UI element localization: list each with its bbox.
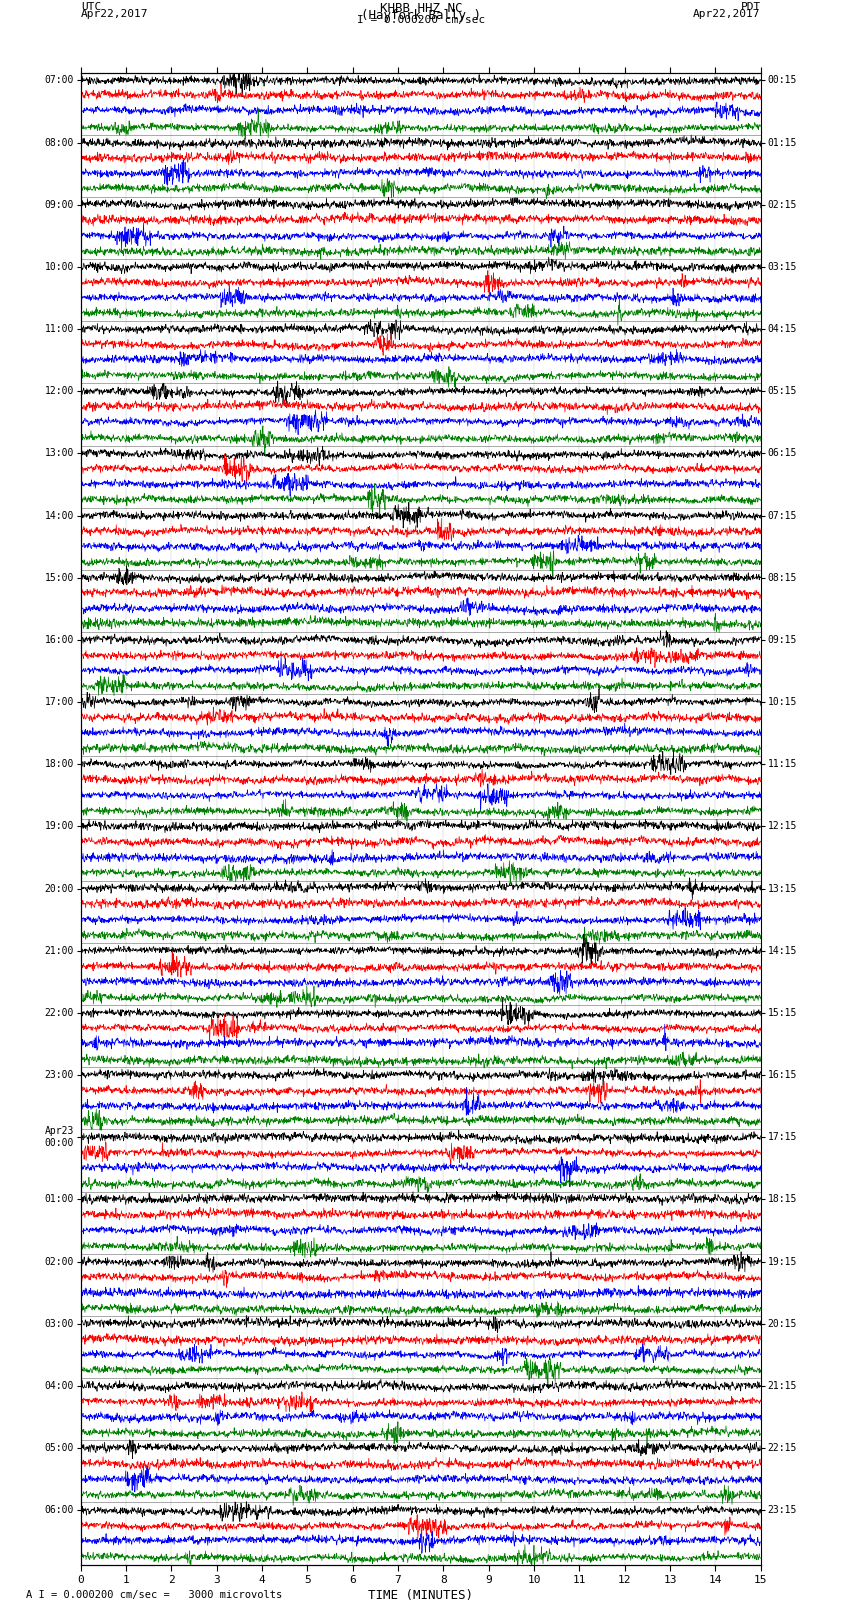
Text: KHBB HHZ NC: KHBB HHZ NC: [379, 3, 462, 16]
Text: (Hayfork Bally ): (Hayfork Bally ): [360, 10, 481, 23]
Text: Apr22,2017: Apr22,2017: [81, 10, 148, 19]
X-axis label: TIME (MINUTES): TIME (MINUTES): [368, 1589, 473, 1602]
Text: I = 0.000200 cm/sec: I = 0.000200 cm/sec: [357, 16, 484, 26]
Text: Apr22,2017: Apr22,2017: [694, 10, 761, 19]
Text: PDT: PDT: [740, 3, 761, 13]
Text: UTC: UTC: [81, 3, 101, 13]
Text: A I = 0.000200 cm/sec =   3000 microvolts: A I = 0.000200 cm/sec = 3000 microvolts: [26, 1590, 281, 1600]
